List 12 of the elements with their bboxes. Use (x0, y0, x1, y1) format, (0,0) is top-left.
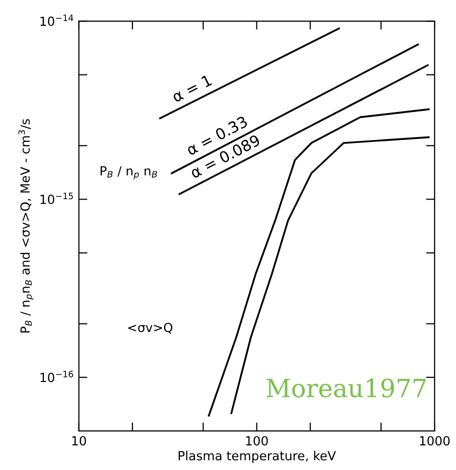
y-tick-label: 10$^{−15}$ (40, 192, 73, 204)
x-axis-title: Plasma temperature, keV (178, 450, 336, 463)
x-tick-label: 10 (72, 436, 86, 446)
annotation: P$_{B}$ / n$_{p}$ n$_{B}$ (100, 166, 158, 180)
text: α = 1 (171, 74, 212, 103)
y-tick-label: 10$^{−14}$ (40, 14, 74, 26)
x-tick-label: 1000 (420, 436, 450, 446)
x-tick-label: 100 (246, 436, 268, 446)
text: P$_{B}$ / n$_{p}$n$_{B}$ and <σv>Q, MeV - cm$^{3}$/s (18, 119, 34, 333)
annotation: <σv>Q (128, 322, 172, 334)
y-tick-label: 10$^{−16}$ (40, 370, 74, 382)
annotation: Moreau1977 (266, 378, 426, 398)
